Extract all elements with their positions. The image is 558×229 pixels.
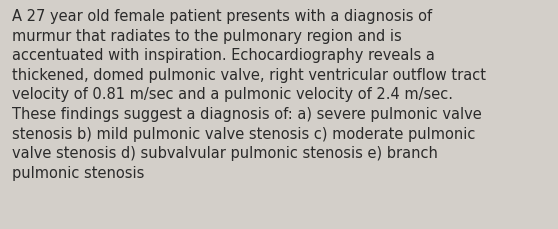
Text: A 27 year old female patient presents with a diagnosis of
murmur that radiates t: A 27 year old female patient presents wi… (12, 9, 486, 180)
